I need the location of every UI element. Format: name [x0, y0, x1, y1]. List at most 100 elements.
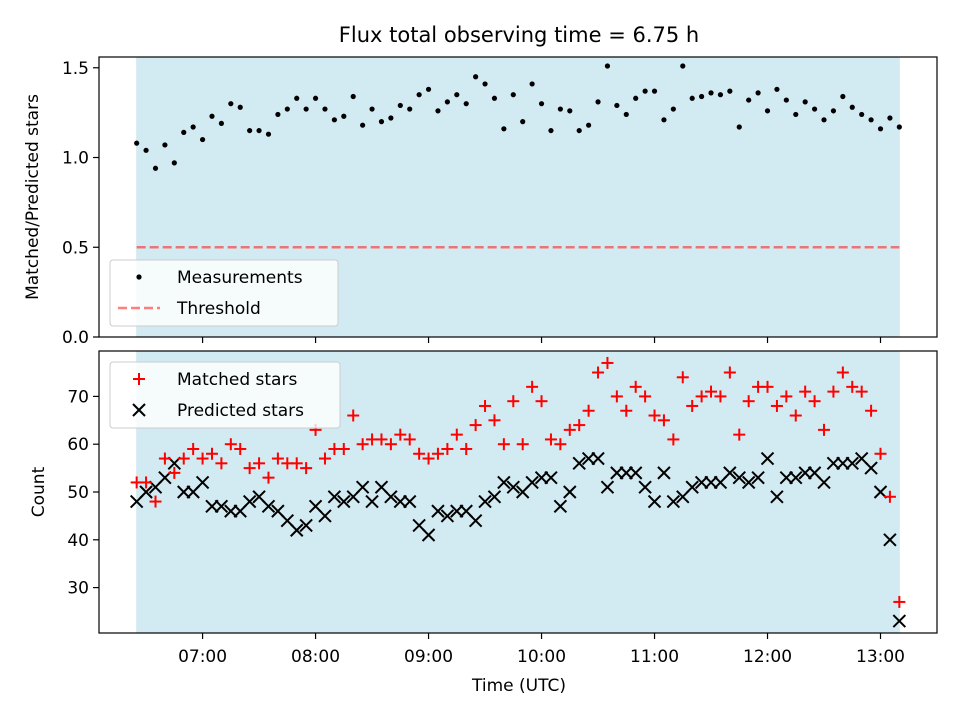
matched-star-point	[629, 380, 642, 393]
predicted-star-point	[741, 475, 756, 490]
measurement-point	[369, 106, 375, 112]
measurement-point	[256, 127, 262, 134]
matched-star-point	[469, 419, 482, 432]
measurement-point	[501, 126, 507, 132]
x-axis-label: Time (UTC)	[471, 676, 566, 696]
predicted-star-point	[864, 461, 878, 475]
predicted-star-point	[836, 456, 850, 471]
predicted-star-point	[892, 614, 907, 628]
matched-star-point	[808, 395, 821, 408]
matched-star-point	[620, 404, 633, 417]
y-tick-label: 0.0	[62, 328, 89, 348]
predicted-star-point	[845, 456, 859, 471]
predicted-star-point	[195, 475, 210, 490]
predicted-star-point	[525, 475, 539, 490]
predicted-star-point	[337, 494, 351, 509]
measurement-point	[247, 127, 253, 134]
matched-star-point	[516, 438, 529, 451]
predicted-star-point	[290, 523, 304, 537]
predicted-star-point	[883, 533, 897, 547]
measurement-point	[557, 106, 563, 112]
measurement-point	[689, 95, 695, 101]
matched-star-point	[507, 395, 520, 408]
matched-star-point	[723, 366, 736, 379]
ratio-axes: 0.0 0.5 1.0 1.5	[62, 56, 938, 348]
y-tick-label: 30	[67, 579, 89, 599]
measurement-point	[473, 74, 479, 80]
matched-star-point	[780, 390, 793, 403]
axes-frame	[98, 56, 938, 338]
predicted-star-point	[666, 494, 681, 509]
measurement-point	[388, 115, 394, 121]
predicted-star-point	[723, 466, 737, 480]
predicted-star-point	[384, 490, 398, 504]
measurement-point	[821, 117, 827, 123]
matched-star-point	[789, 409, 802, 422]
predicted-star-point	[534, 470, 549, 485]
matched-star-point	[544, 433, 557, 446]
measurement-point	[708, 90, 714, 96]
measurement-point	[840, 93, 846, 100]
matched-star-point	[592, 366, 605, 379]
predicted-star-point	[694, 475, 709, 490]
measurement-point	[727, 88, 733, 94]
x-tick-label: 12:00	[743, 647, 792, 667]
predicted-star-point	[798, 466, 812, 480]
measurement-point	[463, 101, 469, 107]
matched-star-point	[883, 490, 896, 503]
predicted-star-point	[431, 504, 445, 518]
predicted-star-point	[487, 490, 502, 504]
measurement-point	[746, 97, 752, 103]
matched-star-point	[224, 438, 237, 451]
predicted-star-point	[610, 466, 624, 480]
x-tick-label: 11:00	[630, 647, 679, 667]
measurement-point	[237, 104, 243, 110]
predicted-star-point	[704, 475, 718, 490]
predicted-star-point	[817, 475, 831, 490]
x-tick-label: 13:00	[856, 647, 905, 667]
measurement-point	[520, 119, 526, 125]
predicted-star-point	[779, 470, 794, 485]
matched-star-point	[526, 380, 539, 393]
measurement-point	[736, 124, 742, 130]
predicted-star-point	[563, 485, 577, 499]
matched-star-point	[403, 433, 416, 446]
predicted-legend-marker	[132, 403, 146, 417]
matched-star-point	[893, 595, 906, 608]
measurement-point	[849, 104, 855, 110]
matched-star-point	[441, 442, 454, 455]
matched-star-point	[318, 452, 331, 465]
matched-star-point	[497, 438, 510, 451]
x-tick-label: 09:00	[404, 647, 453, 667]
predicted-star-point	[572, 456, 586, 471]
y-tick-label: 60	[67, 435, 89, 455]
measurement-point	[454, 92, 460, 98]
matched-star-point	[450, 428, 463, 441]
count-legend: Matched stars Predicted stars	[109, 361, 341, 429]
measurement-point	[303, 106, 309, 112]
matched-star-point	[676, 371, 689, 384]
matched-star-point	[149, 495, 162, 508]
matched-star-point	[262, 471, 275, 484]
measurement-legend-marker	[136, 274, 142, 280]
predicted-star-point	[619, 466, 633, 480]
predicted-star-point	[224, 504, 238, 518]
measurement-point	[887, 115, 893, 121]
measurement-point	[868, 117, 874, 123]
measurement-point	[407, 106, 413, 112]
measurement-point	[491, 95, 498, 101]
measurement-point	[181, 129, 187, 135]
predicted-star-point	[318, 509, 332, 523]
matched-star-point	[196, 452, 209, 465]
matched-star-point	[827, 385, 840, 398]
y-tick-label: 40	[67, 531, 89, 551]
matched-star-point	[818, 423, 831, 436]
matched-star-point	[582, 404, 595, 417]
matched-star-point	[742, 395, 755, 408]
matched-star-point	[601, 356, 614, 369]
measurement-point	[642, 88, 648, 94]
matched-star-point	[375, 433, 388, 446]
predicted-star-point	[638, 480, 652, 494]
measurement-point	[529, 81, 535, 87]
matched-star-point	[234, 442, 247, 455]
